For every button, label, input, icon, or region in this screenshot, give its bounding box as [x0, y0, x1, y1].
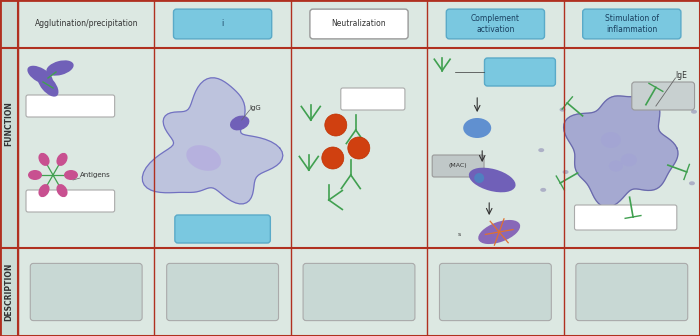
FancyBboxPatch shape: [26, 190, 115, 212]
Ellipse shape: [601, 132, 621, 148]
Ellipse shape: [28, 170, 42, 180]
FancyBboxPatch shape: [174, 9, 272, 39]
Ellipse shape: [38, 184, 50, 197]
Ellipse shape: [474, 173, 484, 183]
Ellipse shape: [46, 60, 74, 76]
Text: Neutralization: Neutralization: [332, 19, 386, 29]
Text: s: s: [457, 232, 461, 237]
Text: Antigens: Antigens: [80, 172, 111, 178]
Ellipse shape: [478, 220, 520, 244]
Ellipse shape: [691, 110, 697, 114]
Ellipse shape: [463, 118, 491, 138]
Polygon shape: [142, 78, 283, 204]
Ellipse shape: [322, 147, 344, 169]
FancyBboxPatch shape: [576, 263, 687, 321]
Ellipse shape: [621, 154, 637, 166]
Text: (MAC): (MAC): [449, 164, 468, 168]
Ellipse shape: [469, 168, 516, 192]
Ellipse shape: [38, 153, 50, 166]
Ellipse shape: [559, 108, 566, 112]
Ellipse shape: [230, 116, 249, 130]
Text: DESCRIPTION: DESCRIPTION: [4, 263, 13, 321]
Ellipse shape: [538, 148, 544, 152]
Ellipse shape: [682, 99, 688, 103]
FancyBboxPatch shape: [484, 58, 555, 86]
Ellipse shape: [689, 181, 695, 185]
FancyBboxPatch shape: [447, 9, 545, 39]
Ellipse shape: [563, 170, 568, 174]
Ellipse shape: [57, 184, 68, 197]
Ellipse shape: [609, 160, 623, 172]
Text: Complement
activation: Complement activation: [471, 14, 520, 34]
FancyBboxPatch shape: [167, 263, 279, 321]
Text: Stimulation of
inflammation: Stimulation of inflammation: [605, 14, 659, 34]
Text: i: i: [221, 19, 224, 29]
FancyBboxPatch shape: [303, 263, 415, 321]
Polygon shape: [564, 96, 678, 207]
Text: FUNCTION: FUNCTION: [4, 101, 13, 146]
FancyBboxPatch shape: [575, 205, 677, 230]
Ellipse shape: [57, 153, 68, 166]
Ellipse shape: [27, 66, 52, 84]
FancyBboxPatch shape: [26, 95, 115, 117]
Ellipse shape: [660, 98, 666, 102]
FancyBboxPatch shape: [175, 215, 270, 243]
Ellipse shape: [325, 114, 346, 136]
Text: IgE: IgE: [676, 71, 687, 80]
FancyBboxPatch shape: [440, 263, 552, 321]
FancyBboxPatch shape: [30, 263, 142, 321]
Ellipse shape: [64, 170, 78, 180]
Ellipse shape: [348, 137, 370, 159]
FancyBboxPatch shape: [582, 9, 681, 39]
FancyBboxPatch shape: [341, 88, 405, 110]
Ellipse shape: [38, 73, 59, 97]
FancyBboxPatch shape: [632, 82, 694, 110]
Ellipse shape: [540, 188, 546, 192]
FancyBboxPatch shape: [432, 155, 484, 177]
Text: Agglutination/precipitation: Agglutination/precipitation: [34, 19, 138, 29]
Bar: [0, 0, 18, 336]
FancyBboxPatch shape: [310, 9, 408, 39]
Text: IgG: IgG: [250, 105, 261, 111]
Ellipse shape: [186, 145, 221, 171]
